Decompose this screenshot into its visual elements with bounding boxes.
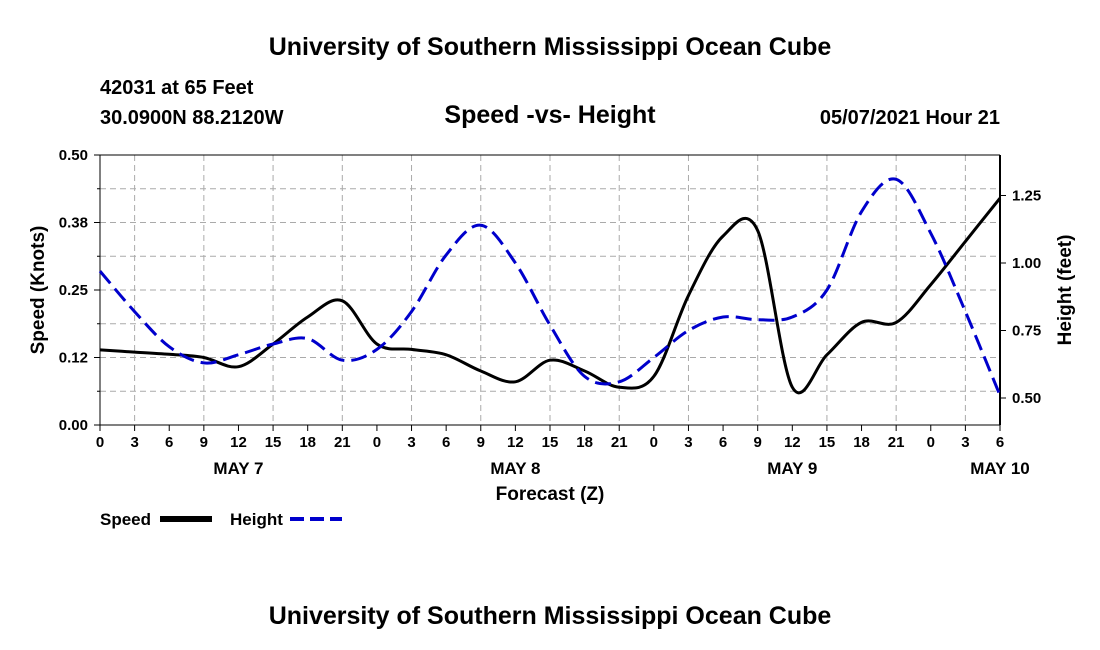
- x-tick-label: 18: [299, 434, 316, 451]
- footer-title: University of Southern Mississippi Ocean…: [268, 602, 832, 630]
- x-tick-label: 21: [888, 434, 905, 451]
- x-tick-label: 3: [130, 434, 138, 451]
- x-tick-label: 12: [507, 434, 524, 451]
- x-tick-label: 0: [96, 434, 104, 451]
- chart-subtitle: Speed -vs- Height: [444, 101, 656, 129]
- chart-title: University of Southern Mississippi Ocean…: [268, 33, 832, 61]
- date-label: MAY 9: [767, 459, 817, 478]
- x-tick-label: 0: [373, 434, 381, 451]
- grid: [100, 155, 1000, 425]
- x-tick-label: 0: [927, 434, 935, 451]
- x-tick-label: 3: [961, 434, 969, 451]
- station-coordinates: 30.0900N 88.2120W: [100, 107, 284, 129]
- y-tick-label: 0.12: [59, 350, 88, 367]
- legend-height-label: Height: [230, 510, 283, 529]
- x-axis-label: Forecast (Z): [496, 484, 605, 505]
- x-tick-label: 3: [684, 434, 692, 451]
- y-tick-label: 0.38: [59, 215, 88, 232]
- x-tick-label: 6: [996, 434, 1004, 451]
- x-tick-label: 9: [754, 434, 762, 451]
- date-label: MAY 10: [970, 459, 1030, 478]
- x-tick-label: 21: [334, 434, 351, 451]
- y2-tick-label: 1.25: [1012, 188, 1041, 205]
- legend-speed-label: Speed: [100, 510, 151, 529]
- legend: Speed Height: [100, 510, 342, 529]
- y2-tick-label: 1.00: [1012, 255, 1041, 272]
- x-tick-label: 15: [542, 434, 559, 451]
- x-tick-label: 15: [819, 434, 836, 451]
- date-label: MAY 8: [490, 459, 540, 478]
- y2-tick-label: 0.75: [1012, 323, 1041, 340]
- forecast-datetime: 05/07/2021 Hour 21: [819, 107, 1000, 129]
- x-tick-label: 18: [576, 434, 593, 451]
- x-tick-label: 15: [265, 434, 282, 451]
- height-series-line: [98, 177, 1002, 396]
- speed-series-line: [99, 197, 1002, 395]
- station-label: 42031 at 65 Feet: [100, 77, 254, 99]
- y-axis-label: Speed (Knots): [28, 226, 49, 355]
- x-tick-label: 6: [165, 434, 173, 451]
- axes: 0 3 6 9 12 15 18 21 0 3 6 9 12 15 18 21 0 3 6 9 12 15 18 21 0 3 6 M…: [59, 147, 1041, 478]
- y-tick-label: 0.25: [59, 282, 88, 299]
- date-label: MAY 7: [213, 459, 263, 478]
- x-tick-label: 0: [650, 434, 658, 451]
- x-tick-label: 9: [200, 434, 208, 451]
- y-tick-label: 0.00: [59, 417, 88, 434]
- y2-axis-label: Height (feet): [1055, 235, 1076, 346]
- y2-tick-label: 0.50: [1012, 390, 1041, 407]
- x-tick-label: 21: [611, 434, 628, 451]
- y-tick-label: 0.50: [59, 147, 88, 164]
- x-tick-label: 6: [719, 434, 727, 451]
- x-tick-label: 12: [784, 434, 801, 451]
- series: [98, 177, 1002, 396]
- x-tick-label: 18: [853, 434, 870, 451]
- x-tick-label: 3: [407, 434, 415, 451]
- x-tick-label: 12: [230, 434, 247, 451]
- x-tick-label: 9: [477, 434, 485, 451]
- x-tick-label: 6: [442, 434, 450, 451]
